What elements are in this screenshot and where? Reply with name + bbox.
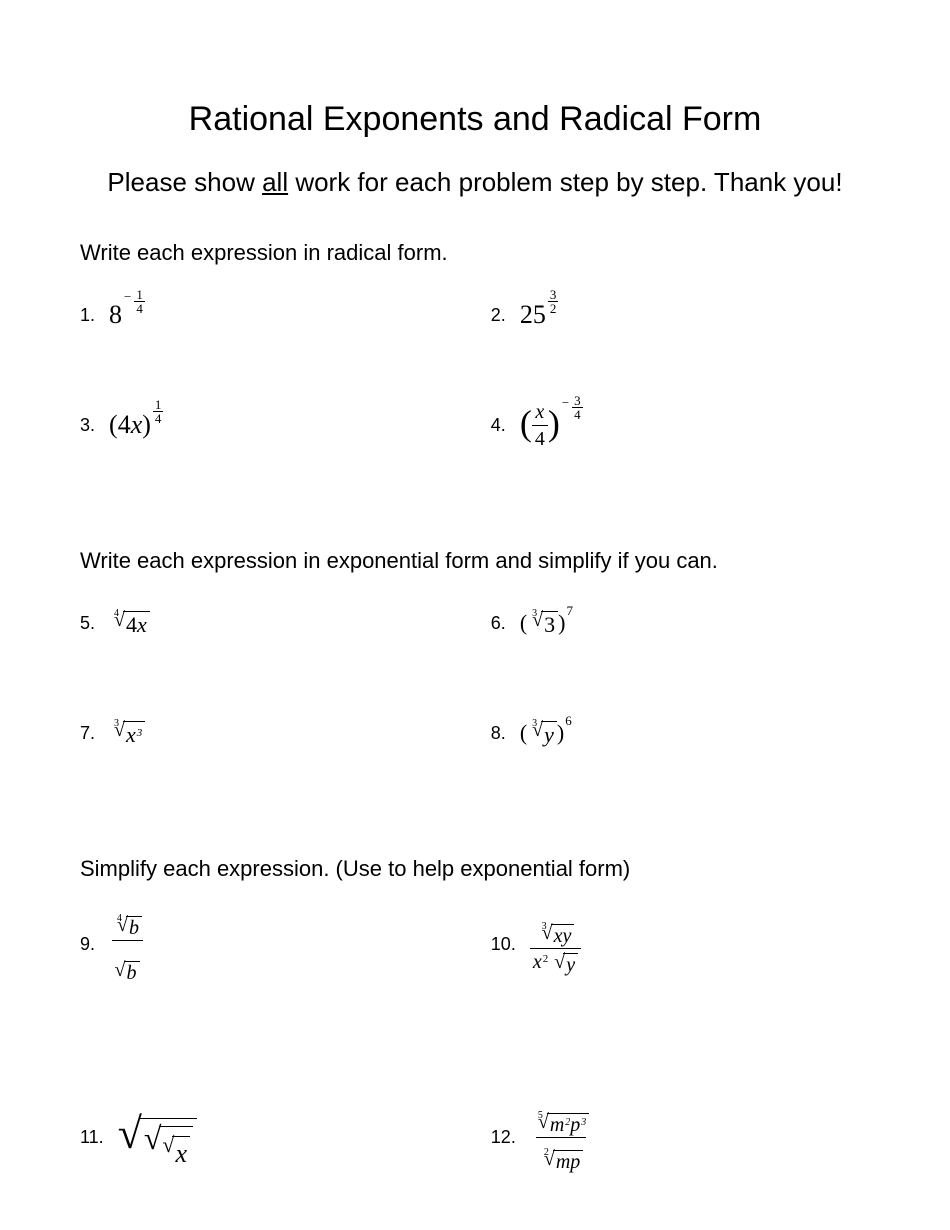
p4-exp: 3 4 bbox=[572, 394, 583, 421]
p3-num: 3. bbox=[80, 415, 95, 436]
p1-num: 1. bbox=[80, 305, 95, 326]
instructions: Please show all work for each problem st… bbox=[80, 167, 870, 198]
problem-11: 11. √ √ √ x bbox=[80, 1103, 491, 1172]
problem-3: 3. (4x) 1 4 bbox=[80, 400, 491, 450]
p4-num: 4. bbox=[491, 415, 506, 436]
problem-12: 12. 5 √ m2p3 2 √ mp bbox=[491, 1103, 870, 1172]
problem-1: 1. 8 − 1 4 bbox=[80, 290, 491, 340]
problem-2: 2. 25 3 2 bbox=[491, 290, 870, 340]
p10-num: 10. bbox=[491, 934, 516, 955]
row-5-6: 5. 4 √ 4x 6. ( 3 √ 3 ) 7 bbox=[80, 598, 870, 648]
p3-exp: 1 4 bbox=[153, 398, 164, 425]
section2-heading: Write each expression in exponential for… bbox=[80, 548, 870, 574]
problem-10: 10. 3 √ xy x2 √ y bbox=[491, 906, 870, 983]
problem-6: 6. ( 3 √ 3 ) 7 bbox=[491, 598, 870, 648]
instructions-underline: all bbox=[262, 167, 288, 197]
problem-7: 7. 3 √ x3 bbox=[80, 708, 491, 758]
p4-frac: x 4 bbox=[532, 401, 548, 450]
row-9-10: 9. 4 √ b √ b bbox=[80, 906, 870, 983]
p1-base: 8 bbox=[109, 300, 122, 330]
p9-num: 9. bbox=[80, 934, 95, 955]
row-11-12: 11. √ √ √ x 12. bbox=[80, 1103, 870, 1172]
page-title: Rational Exponents and Radical Form bbox=[80, 100, 870, 139]
p5-num: 5. bbox=[80, 613, 95, 634]
problem-8: 8. ( 3 √ y ) 6 bbox=[491, 708, 870, 758]
instructions-post: work for each problem step by step. Than… bbox=[288, 167, 842, 197]
p8-num: 8. bbox=[491, 723, 506, 744]
problem-5: 5. 4 √ 4x bbox=[80, 598, 491, 648]
p2-num: 2. bbox=[491, 305, 506, 326]
p12-num: 12. bbox=[491, 1127, 516, 1148]
p2-exp: 3 2 bbox=[548, 288, 559, 315]
row-3-4: 3. (4x) 1 4 4. ( x 4 ) − 3 4 bbox=[80, 400, 870, 450]
p1-neg: − bbox=[124, 289, 131, 305]
row-1-2: 1. 8 − 1 4 2. 25 3 2 bbox=[80, 290, 870, 340]
p1-exp: 1 4 bbox=[134, 288, 145, 315]
section1-heading: Write each expression in radical form. bbox=[80, 240, 870, 266]
p7-num: 7. bbox=[80, 723, 95, 744]
problem-4: 4. ( x 4 ) − 3 4 bbox=[491, 400, 870, 450]
row-7-8: 7. 3 √ x3 8. ( 3 √ y ) 6 bbox=[80, 708, 870, 758]
section3-heading: Simplify each expression. (Use to help e… bbox=[80, 856, 870, 882]
instructions-pre: Please show bbox=[107, 167, 262, 197]
p2-base: 25 bbox=[520, 300, 546, 330]
p6-num: 6. bbox=[491, 613, 506, 634]
p11-num: 11. bbox=[80, 1127, 104, 1148]
problem-9: 9. 4 √ b √ b bbox=[80, 906, 491, 983]
